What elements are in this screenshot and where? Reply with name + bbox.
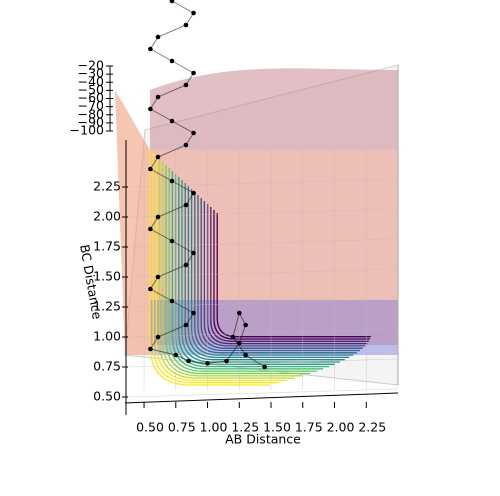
contour-line <box>168 168 317 372</box>
trajectory-point <box>148 46 153 52</box>
contour-line <box>165 165 310 375</box>
z-tick-label: −20 <box>78 58 104 73</box>
surface <box>115 90 150 355</box>
z-tick-label: −60 <box>78 90 104 105</box>
trajectory-line <box>149 0 265 368</box>
z-tick-label: −100 <box>70 123 104 138</box>
trajectory-point <box>155 154 161 160</box>
grid-line <box>127 178 399 188</box>
y-tick-label: 1.50 <box>93 269 121 284</box>
y-tick-label: 2.00 <box>93 209 121 224</box>
contour-line <box>200 198 363 349</box>
trajectory-point <box>243 352 248 358</box>
z-tick-label: −50 <box>78 82 104 97</box>
contour-line <box>210 207 369 342</box>
z-tick-label: −30 <box>78 66 104 81</box>
trajectory-point <box>191 250 196 256</box>
trajectory-point <box>148 166 153 172</box>
grid-line <box>127 238 399 248</box>
trajectory-point <box>183 322 189 328</box>
grid-line <box>127 388 399 398</box>
contour-line <box>190 189 354 356</box>
trajectory-point <box>148 346 153 352</box>
grid-line <box>127 328 399 338</box>
grid-line <box>127 298 399 308</box>
trajectory-point <box>169 178 175 184</box>
trajectory-point <box>191 190 196 196</box>
trajectory-point <box>155 334 161 340</box>
z-tick-label: −80 <box>78 106 104 121</box>
z-tick-label: −90 <box>78 114 104 129</box>
trajectory-point <box>169 238 175 244</box>
grid-line <box>127 208 399 218</box>
trajectory-point <box>183 142 189 148</box>
trajectory-point <box>183 22 189 28</box>
x-tick-label: 0.75 <box>168 420 196 435</box>
y-tick-label: 1.75 <box>93 239 121 254</box>
trajectory-point <box>191 70 196 76</box>
y-tick-label: 1.00 <box>93 329 121 344</box>
surface <box>150 68 398 150</box>
x-tick-label: 1.00 <box>200 420 228 435</box>
trajectory-point <box>183 82 189 88</box>
surface <box>150 150 398 345</box>
trajectory-point <box>155 34 161 40</box>
trajectory-point <box>148 106 153 112</box>
trajectory-point <box>169 58 175 64</box>
contour-line <box>149 150 270 386</box>
trajectory-point <box>169 118 175 124</box>
trajectory-point <box>191 130 196 136</box>
contour-line <box>184 183 345 361</box>
contour-line <box>216 213 371 338</box>
grid-line <box>127 358 399 368</box>
contour-line <box>155 156 288 382</box>
contour-line <box>162 162 303 377</box>
contour-line <box>197 195 360 352</box>
trajectory-point <box>148 286 153 292</box>
contour-line <box>187 186 350 359</box>
trajectory-point <box>243 322 248 328</box>
y-tick-label: 0.75 <box>93 359 121 374</box>
trajectory-point <box>186 358 191 364</box>
trajectory-point <box>183 262 189 268</box>
x-axis-label: AB Distance <box>225 432 301 447</box>
y-tick-label: 1.25 <box>93 299 121 314</box>
trajectory-point <box>173 352 179 358</box>
trajectory-point <box>262 364 267 370</box>
y-tick-label: 0.50 <box>93 389 121 404</box>
trajectory-point <box>169 298 175 304</box>
contour-line <box>158 159 296 379</box>
contour-line <box>203 201 366 347</box>
trajectory-point <box>155 94 161 100</box>
contour-line <box>181 180 340 363</box>
trajectory-point <box>191 310 196 316</box>
x-tick-label: 1.25 <box>231 420 259 435</box>
trajectory-point <box>191 10 196 16</box>
x-axis <box>124 392 399 404</box>
trajectory-point <box>224 358 229 364</box>
contour-line <box>194 192 357 354</box>
x-tick-label: 2.00 <box>327 420 355 435</box>
x-tick-label: 2.25 <box>358 420 386 435</box>
x-tick-label: 1.75 <box>295 420 323 435</box>
surface <box>150 300 398 355</box>
x-tick-label: 0.50 <box>136 420 164 435</box>
trajectory-point <box>155 274 161 280</box>
trajectory-point <box>236 310 242 316</box>
trajectory-point <box>148 226 153 232</box>
x-tick-label: 1.50 <box>263 420 291 435</box>
trajectory-point <box>169 0 175 4</box>
trajectory-point <box>205 361 210 366</box>
z-tick-label: −40 <box>78 74 104 89</box>
trajectory-point <box>236 340 242 346</box>
z-tick-label: −70 <box>78 98 104 113</box>
trajectory-point <box>183 202 189 208</box>
y-tick-label: 2.25 <box>93 179 121 194</box>
trajectory-point <box>155 214 161 220</box>
grid-line <box>127 268 399 278</box>
trajectory-point <box>230 334 236 340</box>
